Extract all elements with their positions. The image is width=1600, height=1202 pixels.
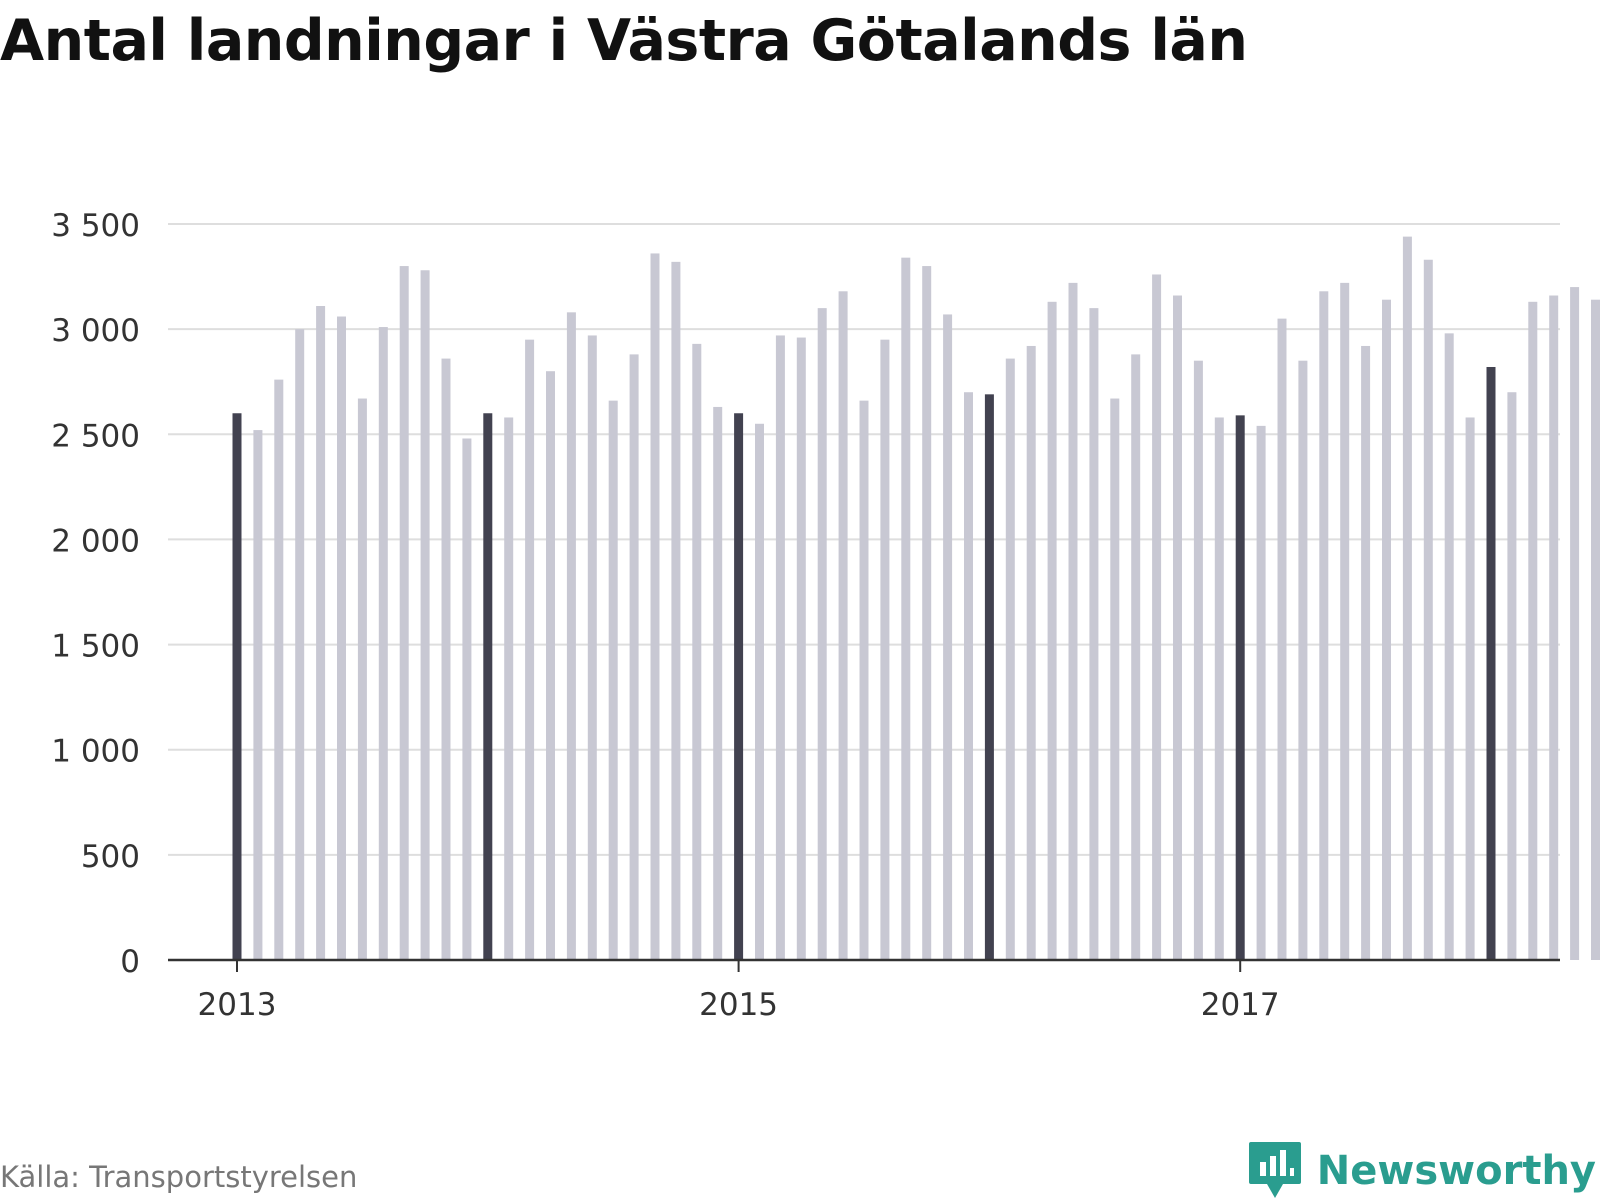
bar bbox=[420, 270, 430, 961]
bar bbox=[880, 339, 890, 961]
bar bbox=[650, 253, 660, 960]
bar bbox=[1382, 299, 1391, 960]
bar bbox=[1340, 282, 1350, 960]
y-tick-label: 0 bbox=[120, 944, 140, 980]
bar bbox=[357, 398, 367, 961]
bar bbox=[1444, 333, 1454, 960]
bar bbox=[337, 316, 346, 960]
bar bbox=[1235, 415, 1245, 960]
bar bbox=[483, 413, 493, 960]
bar bbox=[1214, 417, 1224, 960]
brand-name: Newsworthy bbox=[1316, 1148, 1596, 1194]
y-tick-label: 1 000 bbox=[51, 734, 140, 770]
bar bbox=[713, 406, 723, 960]
bar bbox=[399, 266, 409, 960]
bar bbox=[504, 417, 514, 960]
y-tick-label: 1 500 bbox=[51, 629, 140, 665]
bar bbox=[1173, 295, 1182, 960]
bar bbox=[775, 335, 785, 960]
bar bbox=[964, 392, 973, 960]
bar bbox=[671, 261, 681, 960]
bar bbox=[462, 438, 472, 960]
bar bbox=[796, 337, 806, 960]
bar bbox=[1089, 308, 1099, 961]
bar bbox=[253, 430, 263, 961]
bar bbox=[755, 423, 764, 960]
bar bbox=[1277, 318, 1287, 961]
bar bbox=[1528, 301, 1538, 960]
bar bbox=[1152, 274, 1162, 960]
y-tick-label: 2 500 bbox=[51, 418, 140, 454]
bar bbox=[838, 291, 848, 960]
x-tick-label: 2013 bbox=[198, 987, 277, 1023]
bar bbox=[1193, 360, 1203, 961]
bar bbox=[984, 394, 994, 960]
y-tick-label: 2 000 bbox=[51, 523, 140, 559]
bar bbox=[546, 371, 555, 960]
bar bbox=[1507, 392, 1517, 960]
chart-title: Antal landningar i Västra Götalands län bbox=[0, 8, 1248, 74]
x-tick-label: 2015 bbox=[699, 987, 778, 1023]
bar bbox=[629, 354, 639, 960]
bar bbox=[817, 308, 827, 961]
bar bbox=[1402, 236, 1412, 961]
bar bbox=[1068, 282, 1078, 960]
bar bbox=[1131, 354, 1141, 960]
bar bbox=[1549, 295, 1559, 960]
bar bbox=[734, 413, 744, 960]
newsworthy-logo: Newsworthy bbox=[1247, 1140, 1596, 1202]
bar bbox=[1591, 299, 1600, 960]
bar bbox=[901, 257, 911, 960]
bar bbox=[1361, 345, 1371, 961]
bar bbox=[295, 329, 305, 961]
bar bbox=[1319, 291, 1329, 960]
newsworthy-logo-icon bbox=[1248, 1142, 1301, 1198]
bar bbox=[1423, 259, 1433, 961]
bar bbox=[1256, 425, 1266, 961]
bar bbox=[1047, 301, 1057, 960]
bar bbox=[232, 413, 242, 960]
y-tick-label: 500 bbox=[81, 839, 140, 875]
bar bbox=[316, 306, 326, 960]
bar bbox=[1486, 366, 1496, 961]
bar bbox=[1465, 417, 1475, 960]
bar bbox=[587, 335, 597, 960]
bar bbox=[1005, 358, 1015, 960]
x-tick-label: 2017 bbox=[1201, 987, 1280, 1023]
bar bbox=[922, 266, 932, 960]
source-note: Källa: Transportstyrelsen bbox=[0, 1160, 358, 1194]
bar bbox=[1298, 360, 1308, 961]
bar bbox=[1570, 287, 1580, 961]
bar bbox=[441, 358, 451, 960]
bar bbox=[378, 327, 388, 960]
bar bbox=[943, 314, 953, 960]
bar bbox=[525, 339, 535, 961]
bar bbox=[608, 400, 618, 960]
y-tick-label: 3 000 bbox=[51, 313, 140, 349]
bar bbox=[692, 343, 702, 960]
bar bbox=[859, 400, 869, 960]
bar bbox=[1026, 345, 1036, 961]
bar bbox=[1110, 398, 1120, 961]
bar bbox=[566, 312, 576, 960]
y-tick-label: 3 500 bbox=[51, 208, 140, 244]
bar bbox=[274, 379, 284, 960]
